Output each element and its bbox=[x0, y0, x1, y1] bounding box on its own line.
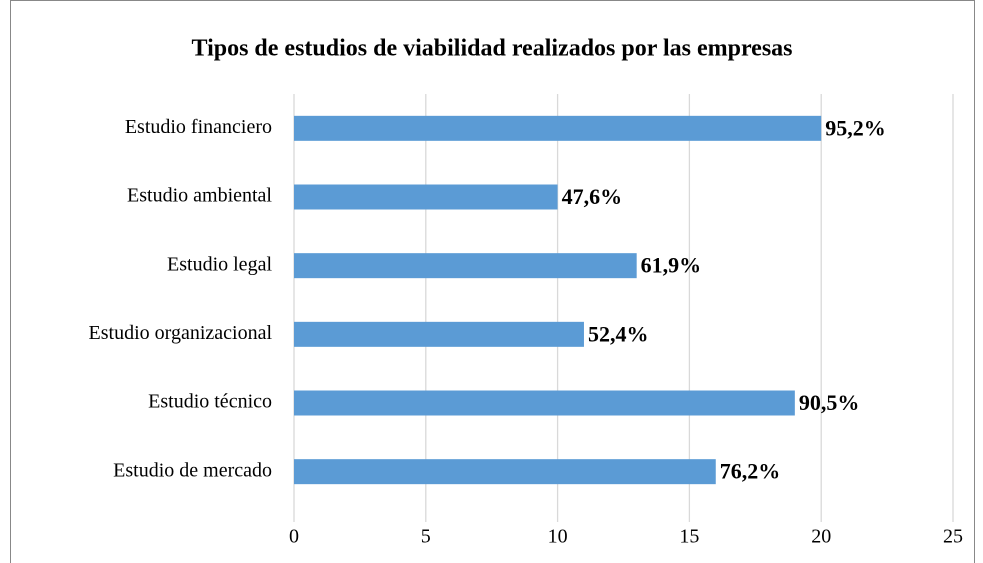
x-tick-label: 0 bbox=[289, 526, 299, 548]
x-tick-label: 25 bbox=[943, 526, 963, 548]
data-label: 76,2% bbox=[720, 459, 781, 484]
bar bbox=[294, 253, 637, 279]
bar bbox=[294, 390, 795, 416]
data-label: 61,9% bbox=[641, 253, 702, 278]
bar bbox=[294, 115, 822, 141]
data-label: 90,5% bbox=[799, 390, 860, 415]
y-tick-label: Estudio legal bbox=[167, 253, 272, 275]
y-tick-label: Estudio de mercado bbox=[113, 459, 272, 481]
data-label: 47,6% bbox=[562, 184, 623, 209]
y-tick-label: Estudio ambiental bbox=[127, 185, 272, 207]
y-tick-label: Estudio financiero bbox=[125, 116, 272, 138]
bar bbox=[294, 459, 716, 485]
y-tick-label: Estudio organizacional bbox=[89, 322, 273, 344]
x-tick-label: 5 bbox=[421, 526, 431, 548]
data-label: 52,4% bbox=[588, 321, 649, 346]
data-label: 95,2% bbox=[825, 115, 886, 140]
bar bbox=[294, 184, 558, 210]
x-tick-label: 15 bbox=[679, 526, 699, 548]
x-tick-label: 20 bbox=[811, 526, 831, 548]
bar bbox=[294, 321, 584, 347]
chart-title: Tipos de estudios de viabilidad realizad… bbox=[192, 36, 793, 62]
x-tick-label: 10 bbox=[548, 526, 568, 548]
y-tick-label: Estudio técnico bbox=[148, 391, 272, 413]
